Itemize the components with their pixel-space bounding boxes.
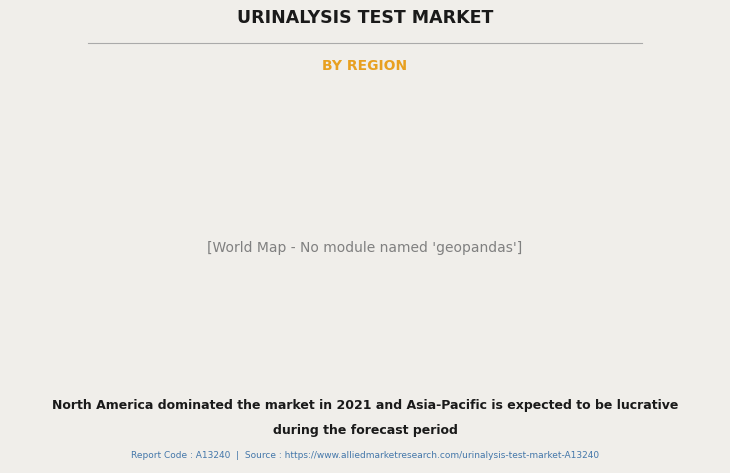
Text: URINALYSIS TEST MARKET: URINALYSIS TEST MARKET	[237, 9, 493, 27]
Text: during the forecast period: during the forecast period	[272, 424, 458, 437]
Text: Report Code : A13240  |  Source : https://www.alliedmarketresearch.com/urinalysi: Report Code : A13240 | Source : https://…	[131, 451, 599, 461]
Text: [World Map - No module named 'geopandas']: [World Map - No module named 'geopandas'…	[207, 241, 523, 255]
Text: North America dominated the market in 2021 and Asia-Pacific is expected to be lu: North America dominated the market in 20…	[52, 399, 678, 412]
Text: BY REGION: BY REGION	[323, 59, 407, 73]
